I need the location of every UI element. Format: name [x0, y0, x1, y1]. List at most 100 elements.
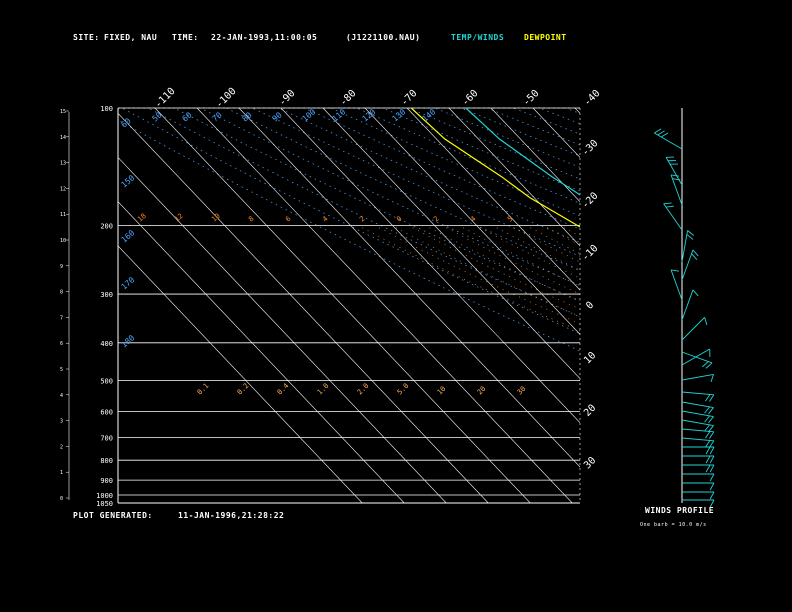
wind-barb-feather — [705, 394, 711, 402]
moist-adiabat-line — [408, 225, 580, 310]
wind-barb — [681, 289, 694, 321]
pressure-tick-label: 800 — [100, 457, 113, 465]
mixing-ratio-label: 1.0 — [316, 382, 331, 397]
isotherm-line — [238, 108, 580, 468]
isotherm-line — [118, 245, 363, 503]
axis-labels: 1050100090080070060050040030020010001234… — [60, 86, 603, 508]
dry-adiabat-line — [118, 119, 580, 352]
pressure-tick-label: 600 — [100, 408, 113, 416]
wind-barb — [681, 249, 694, 281]
moist-adiabat-label: 4 — [321, 215, 329, 224]
moist-adiabat-label: 18 — [136, 212, 148, 224]
barb-note: One barb = 10.0 m/s — [640, 522, 707, 528]
dry-adiabat-line — [330, 108, 580, 217]
winds-profile — [654, 108, 715, 508]
wind-barb-feather — [709, 394, 715, 402]
wind-barb-feather — [663, 202, 672, 205]
wind-barb — [665, 157, 683, 186]
wind-barb — [681, 351, 713, 364]
mixing-ratio-label: 2.0 — [356, 382, 371, 397]
time-label: TIME: — [172, 33, 199, 42]
temp-right-tick-label: 0 — [584, 300, 596, 312]
temp-right-tick-label: 30 — [582, 455, 598, 471]
wind-barb-feather — [660, 132, 669, 138]
wind-barb — [681, 437, 714, 442]
wind-barb — [681, 348, 710, 366]
site-label: SITE: — [73, 33, 100, 42]
temp-right-tick-label: -20 — [580, 190, 601, 211]
dry-adiabat-label: 110 — [331, 107, 348, 123]
wind-barb — [681, 317, 705, 341]
wind-barb-feather — [709, 499, 715, 508]
wind-barb-feather — [709, 431, 715, 439]
wind-barb-feather — [710, 374, 714, 383]
wind-barb-feather — [672, 178, 681, 181]
wind-barb — [681, 230, 688, 263]
moist-adiabat-line — [441, 225, 580, 295]
wind-barb-feather — [705, 440, 711, 448]
pressure-tick-label: 1050 — [96, 500, 113, 508]
dry-adiabat-line — [304, 108, 580, 230]
dry-adiabat-label: 120 — [361, 107, 378, 123]
pressure-tick-label: 200 — [100, 222, 113, 230]
wind-barb-feather — [702, 361, 709, 368]
isotherm-line — [743, 108, 792, 503]
wind-barb-feather — [709, 455, 715, 464]
dry-adiabat-line — [226, 108, 580, 271]
wind-barb-feather — [687, 230, 695, 236]
temp-right-tick-label: 20 — [582, 403, 598, 419]
dry-adiabat-line — [121, 108, 580, 334]
moist-adiabat-label: 10 — [210, 212, 222, 224]
height-tick-label: 14 — [60, 135, 66, 141]
dry-adiabat-label: 50 — [151, 110, 164, 123]
wind-barb-feather — [705, 446, 711, 455]
wind-barb-feather — [709, 440, 715, 448]
wind-barb-feather — [705, 464, 711, 473]
dry-adiabat-line — [356, 108, 580, 204]
isotherm-line — [196, 108, 573, 503]
wind-barb-feather — [709, 446, 715, 455]
wind-barb — [681, 401, 714, 408]
pressure-tick-label: 700 — [100, 435, 113, 443]
file-id: (J1221100.NAU) — [346, 33, 421, 42]
wind-barb-feather — [670, 174, 680, 177]
pressure-tick-label: 300 — [100, 291, 113, 299]
dry-adiabat-line — [278, 108, 580, 243]
dry-adiabat-line — [591, 108, 792, 503]
moist-adiabat-line — [425, 225, 580, 302]
legend-temp-winds: TEMP/WINDS — [451, 33, 505, 42]
moist-adiabat-label: 12 — [173, 212, 185, 224]
time-value: 22-JAN-1993,11:00:05 — [211, 33, 318, 42]
isotherm-line — [785, 108, 792, 503]
moist-adiabat-line — [509, 225, 580, 263]
wind-barb-feather — [686, 234, 694, 240]
dry-adiabat-label: 70 — [211, 110, 224, 123]
temp-top-tick-label: -110 — [153, 86, 178, 111]
dry-adiabat-label: 160 — [120, 228, 137, 244]
dry-adiabat-label: 90 — [271, 110, 284, 123]
height-tick-label: 8 — [60, 290, 63, 296]
wind-barb — [681, 410, 714, 417]
moist-adiabat-label: 0 — [395, 215, 403, 224]
dry-adiabat-label: 140 — [421, 107, 438, 123]
wind-barb — [654, 132, 683, 150]
isotherm-line — [322, 108, 580, 379]
temp-top-tick-label: -50 — [521, 88, 542, 109]
isotherm-line — [532, 108, 580, 158]
wind-barb-feather — [704, 406, 710, 414]
mixing-ratio-label: 0.1 — [196, 382, 211, 397]
isotherm-line — [364, 108, 580, 335]
winds-profile-label: WINDS PROFILE — [645, 506, 715, 515]
wind-barb — [670, 174, 683, 206]
dry-adiabat-line — [434, 108, 580, 168]
temp-top-tick-label: -100 — [214, 86, 239, 111]
isotherm-line — [448, 108, 580, 247]
height-tick-label: 11 — [60, 212, 66, 218]
height-tick-label: 7 — [60, 315, 63, 321]
height-tick-label: 0 — [60, 496, 63, 502]
wind-barb-feather — [665, 205, 674, 208]
pressure-tick-label: 100 — [100, 105, 113, 113]
mixing-ratio-lines — [761, 343, 792, 503]
isotherm-line — [118, 201, 405, 503]
height-tick-label: 13 — [60, 161, 66, 167]
